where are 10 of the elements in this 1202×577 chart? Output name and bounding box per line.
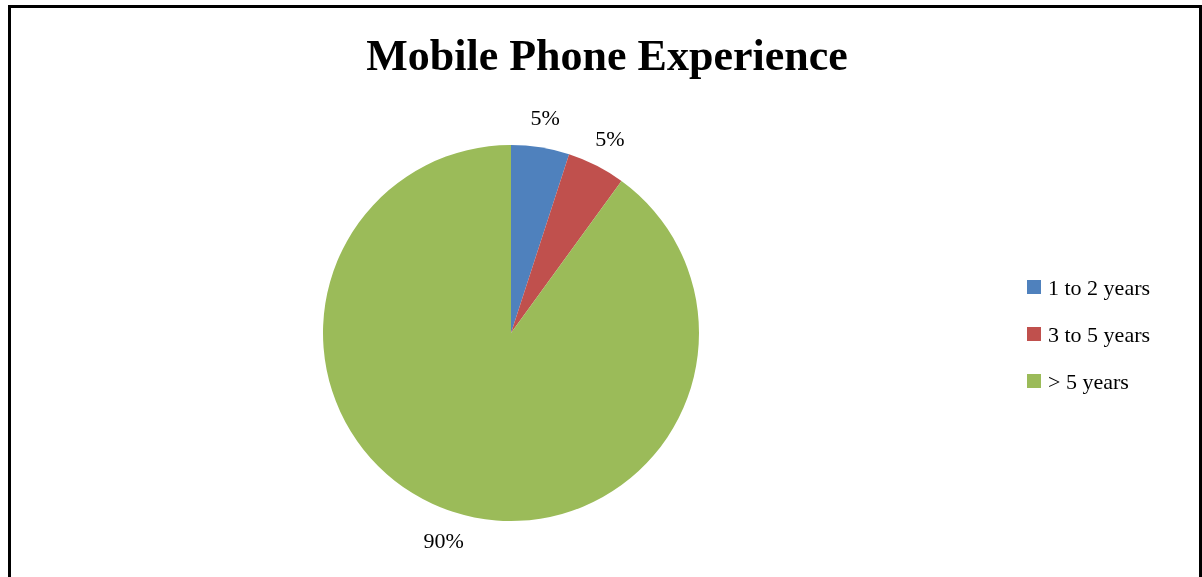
legend-label: 1 to 2 years: [1048, 274, 1151, 300]
legend-label: 3 to 5 years: [1048, 321, 1151, 347]
chart-title: Mobile Phone Experience: [366, 31, 848, 80]
pie-slice: [323, 145, 699, 521]
pie-slice: [511, 145, 570, 333]
data-label: 5%: [595, 126, 625, 152]
legend-label: > 5 years: [1048, 368, 1129, 394]
pie-slice: [511, 154, 622, 333]
data-label: 90%: [423, 527, 464, 553]
data-label: 5%: [530, 105, 560, 131]
